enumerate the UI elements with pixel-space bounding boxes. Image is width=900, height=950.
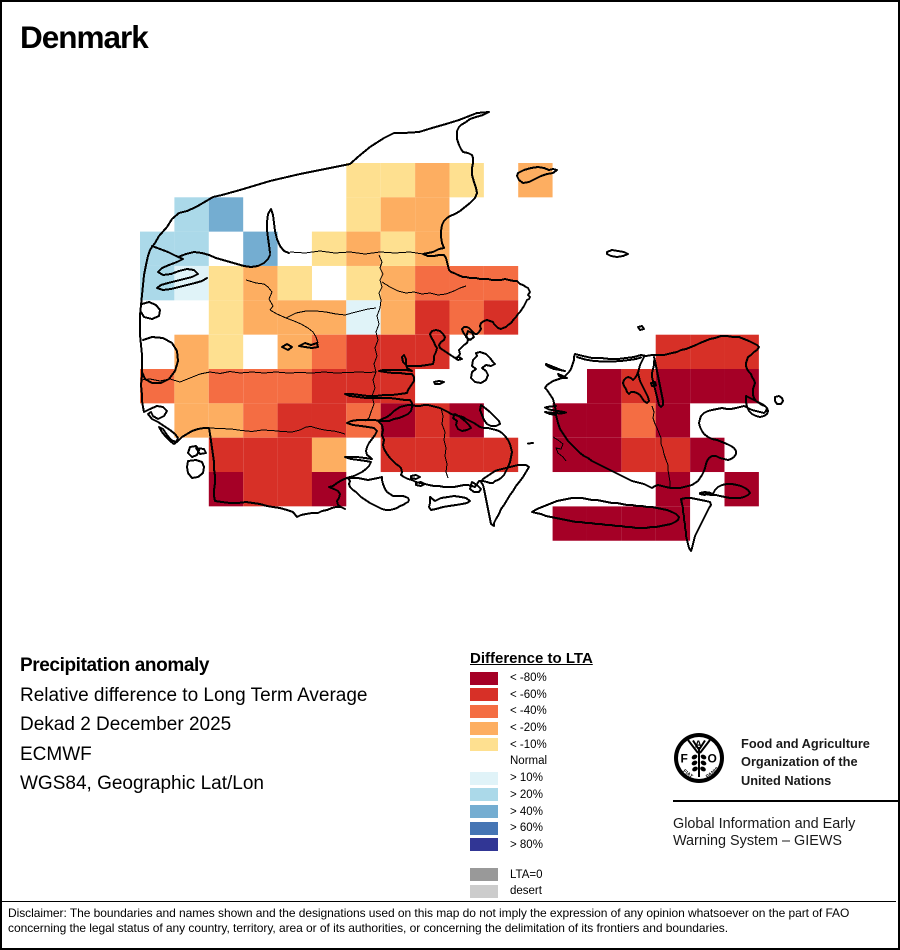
svg-text:A: A	[695, 740, 702, 751]
svg-text:F: F	[681, 752, 688, 766]
svg-text:FIAT: FIAT	[682, 768, 694, 779]
svg-text:O: O	[708, 752, 717, 766]
